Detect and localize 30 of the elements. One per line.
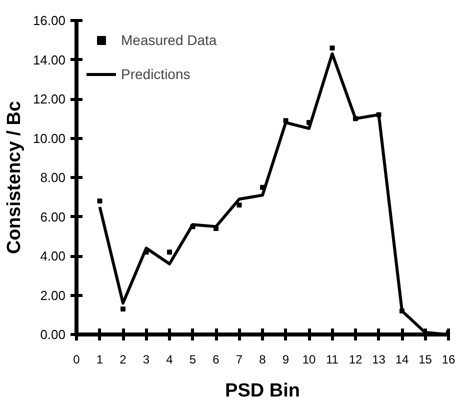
y-tick-label: 4.00	[40, 248, 66, 264]
y-tick-label: 6.00	[40, 209, 66, 224]
x-tick-label: 2	[120, 352, 127, 366]
y-tick-label: 2.00	[40, 288, 66, 303]
x-axis-title: PSD Bin	[225, 380, 300, 402]
x-tick-label: 0	[73, 352, 80, 366]
x-tick-label: 12	[348, 352, 362, 366]
y-tick-label: 16.00	[32, 13, 66, 28]
y-tick-label: 10.00	[32, 130, 66, 146]
x-tick-label: 6	[212, 352, 220, 366]
x-tick-label: 7	[236, 352, 243, 366]
x-tick-label: 8	[259, 352, 266, 366]
x-tick-label: 14	[395, 352, 409, 366]
x-tick-label: 3	[142, 352, 150, 366]
x-tick-label: 10	[302, 352, 316, 366]
y-tick-label: 14.00	[32, 52, 66, 68]
y-tick-label: 12.00	[32, 92, 66, 106]
y-tick-label: 0.00	[40, 327, 66, 342]
x-tick-label: 5	[189, 352, 196, 366]
x-tick-label: 4	[166, 352, 174, 366]
x-tick-label: 9	[282, 352, 290, 366]
legend-label: Predictions	[121, 66, 190, 82]
x-tick-label: 1	[96, 352, 104, 366]
x-tick-label: 11	[326, 352, 339, 366]
x-tick-label: 13	[372, 352, 386, 366]
y-axis-title: Consistency / Bc	[4, 100, 25, 254]
x-tick-label: 15	[418, 352, 432, 366]
y-tick-label: 8.00	[40, 170, 66, 185]
x-tick-label: 16	[442, 352, 456, 366]
legend-label: Measured Data	[121, 32, 217, 48]
